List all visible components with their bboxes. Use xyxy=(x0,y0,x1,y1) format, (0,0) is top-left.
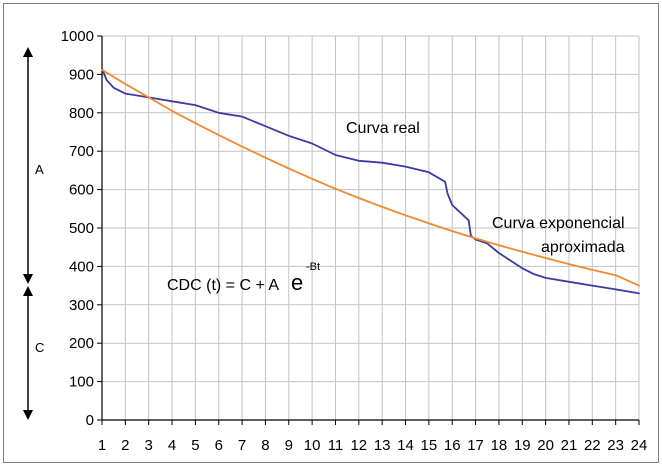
x-tick-label: 8 xyxy=(261,437,269,454)
x-tick-label: 6 xyxy=(215,437,223,454)
range-arrows: A C xyxy=(23,47,44,420)
series-curva-real xyxy=(101,67,640,295)
x-tick-label: 17 xyxy=(467,437,484,454)
y-tick-label: 300 xyxy=(69,297,94,314)
y-tick-label: 800 xyxy=(69,105,94,122)
x-tick-label: 11 xyxy=(328,437,344,454)
x-tick-label: 14 xyxy=(397,437,414,454)
x-tick-label: 7 xyxy=(238,437,246,454)
formula-e: e xyxy=(291,270,303,295)
axes xyxy=(97,35,640,425)
x-tick-label: 10 xyxy=(304,437,321,454)
x-tick-label: 21 xyxy=(561,437,578,454)
x-tick-label: 24 xyxy=(631,437,648,454)
label-a: A xyxy=(35,162,44,177)
x-tick-label: 3 xyxy=(145,437,153,454)
x-tick-label: 1 xyxy=(98,437,106,454)
y-tick-label: 400 xyxy=(69,258,94,275)
curva-exponencial-label: Curva exponencial xyxy=(492,215,625,232)
y-tick-label: 100 xyxy=(69,374,94,391)
x-tick-label: 19 xyxy=(514,437,531,454)
x-tick-label: 22 xyxy=(584,437,601,454)
grid xyxy=(102,35,640,420)
y-tick-label: 0 xyxy=(86,412,94,429)
x-tick-label: 5 xyxy=(191,437,199,454)
x-tick-label: 23 xyxy=(607,437,624,454)
y-tick-label: 500 xyxy=(69,220,94,237)
y-tick-label: 900 xyxy=(69,66,94,83)
y-tick-label: 200 xyxy=(69,335,94,352)
x-tick-label: 9 xyxy=(285,437,293,454)
x-tick-label: 16 xyxy=(444,437,461,454)
formula: CDC (t) = C + A e -Bt xyxy=(167,261,320,295)
formula-exponent: -Bt xyxy=(306,261,320,273)
x-tick-label: 18 xyxy=(491,437,508,454)
x-tick-label: 13 xyxy=(374,437,391,454)
y-tick-label: 600 xyxy=(69,182,94,199)
chart-frame: 0 100 200 300 400 500 600 700 800 900 1000 1 2 3 4 5 6 7 8… xyxy=(3,3,659,463)
label-c: C xyxy=(35,340,44,355)
curva-real-label: Curva real xyxy=(346,120,420,137)
x-tick-label: 15 xyxy=(421,437,438,454)
y-tick-label: 700 xyxy=(69,143,94,160)
x-tick-label: 12 xyxy=(350,437,367,454)
y-tick-label: 1000 xyxy=(61,28,94,45)
x-tick-label: 20 xyxy=(537,437,554,454)
formula-main: CDC (t) = C + A xyxy=(167,277,279,294)
aproximada-label: aproximada xyxy=(541,239,625,256)
series-curva-exponencial xyxy=(101,68,640,287)
series xyxy=(101,67,640,295)
x-tick-label: 4 xyxy=(168,437,176,454)
x-tick-label: 2 xyxy=(121,437,129,454)
